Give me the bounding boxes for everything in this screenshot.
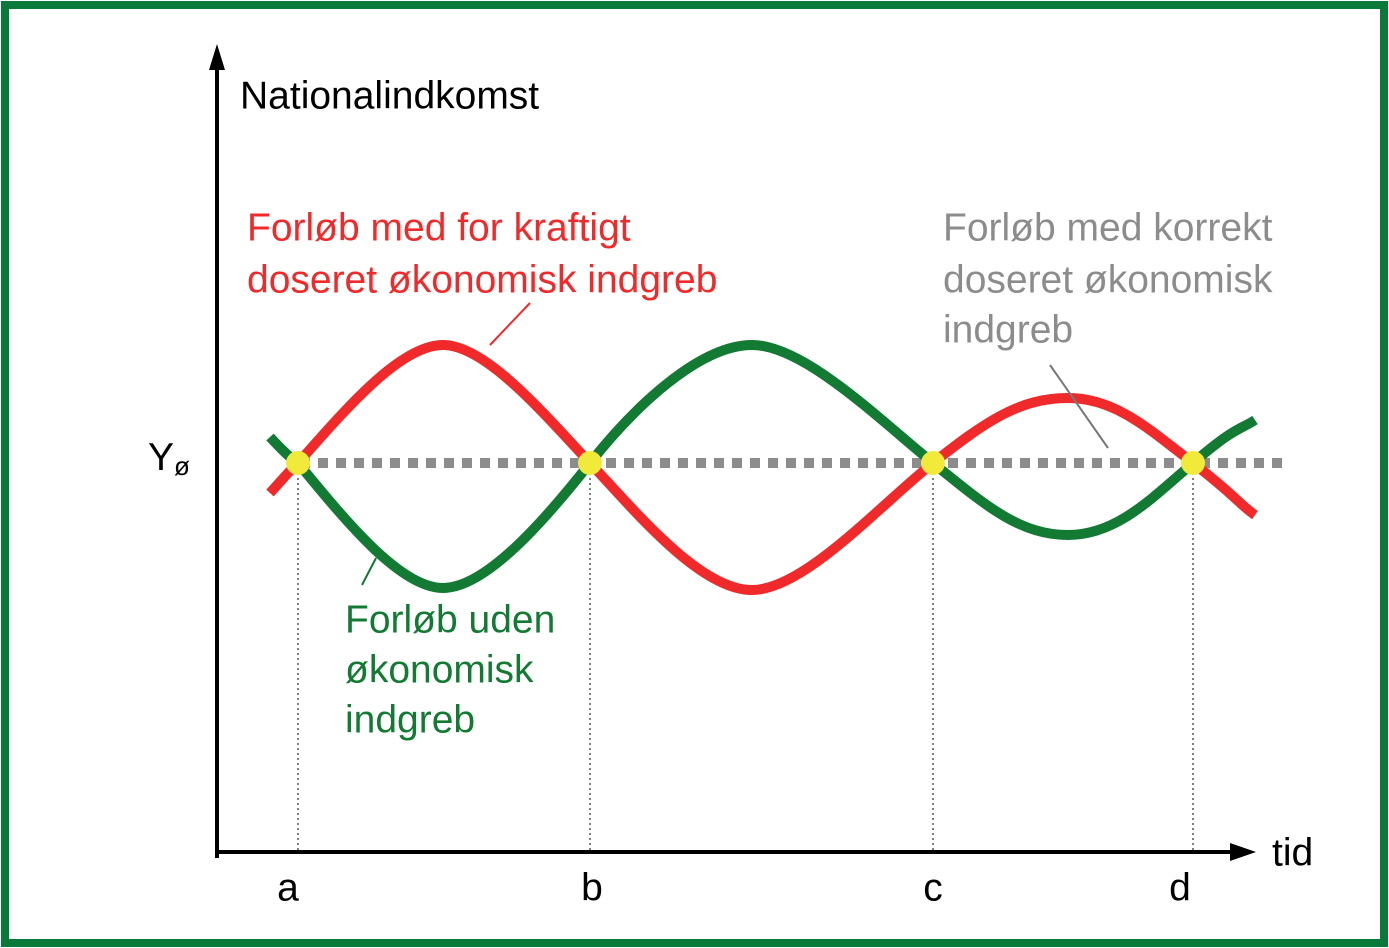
x-axis-label: tid bbox=[1272, 831, 1313, 874]
curve-no-intervention bbox=[266, 339, 1258, 594]
reference-label: Yø bbox=[148, 436, 190, 481]
time-label: d bbox=[1169, 866, 1191, 909]
leader-red bbox=[489, 302, 531, 346]
y-axis-arrow bbox=[209, 44, 225, 70]
time-label: b bbox=[581, 866, 603, 909]
annotation-gray: Forløb med korrekt bbox=[943, 206, 1273, 249]
x-axis-arrow bbox=[1230, 843, 1256, 861]
curve-too-strong bbox=[266, 339, 1258, 596]
annotation-red: Forløb med for kraftigt bbox=[247, 206, 631, 249]
intersections bbox=[286, 451, 1205, 475]
annotation-green: Forløb uden bbox=[345, 598, 555, 641]
reference-sub: ø bbox=[174, 451, 190, 481]
annotation-green: økonomisk bbox=[345, 648, 534, 691]
annotation-gray: indgreb bbox=[943, 308, 1073, 351]
annotation-red: doseret økonomisk indgreb bbox=[247, 258, 717, 301]
time-label: c bbox=[923, 866, 943, 909]
leader-gray bbox=[1049, 364, 1109, 449]
y-axis-label: Nationalindkomst bbox=[240, 74, 539, 117]
reference-main: Y bbox=[148, 436, 174, 479]
annotation-green: indgreb bbox=[345, 698, 475, 741]
annotation-gray: doseret økonomisk bbox=[943, 258, 1273, 301]
leader-green bbox=[361, 557, 377, 586]
time-label: a bbox=[277, 866, 299, 909]
